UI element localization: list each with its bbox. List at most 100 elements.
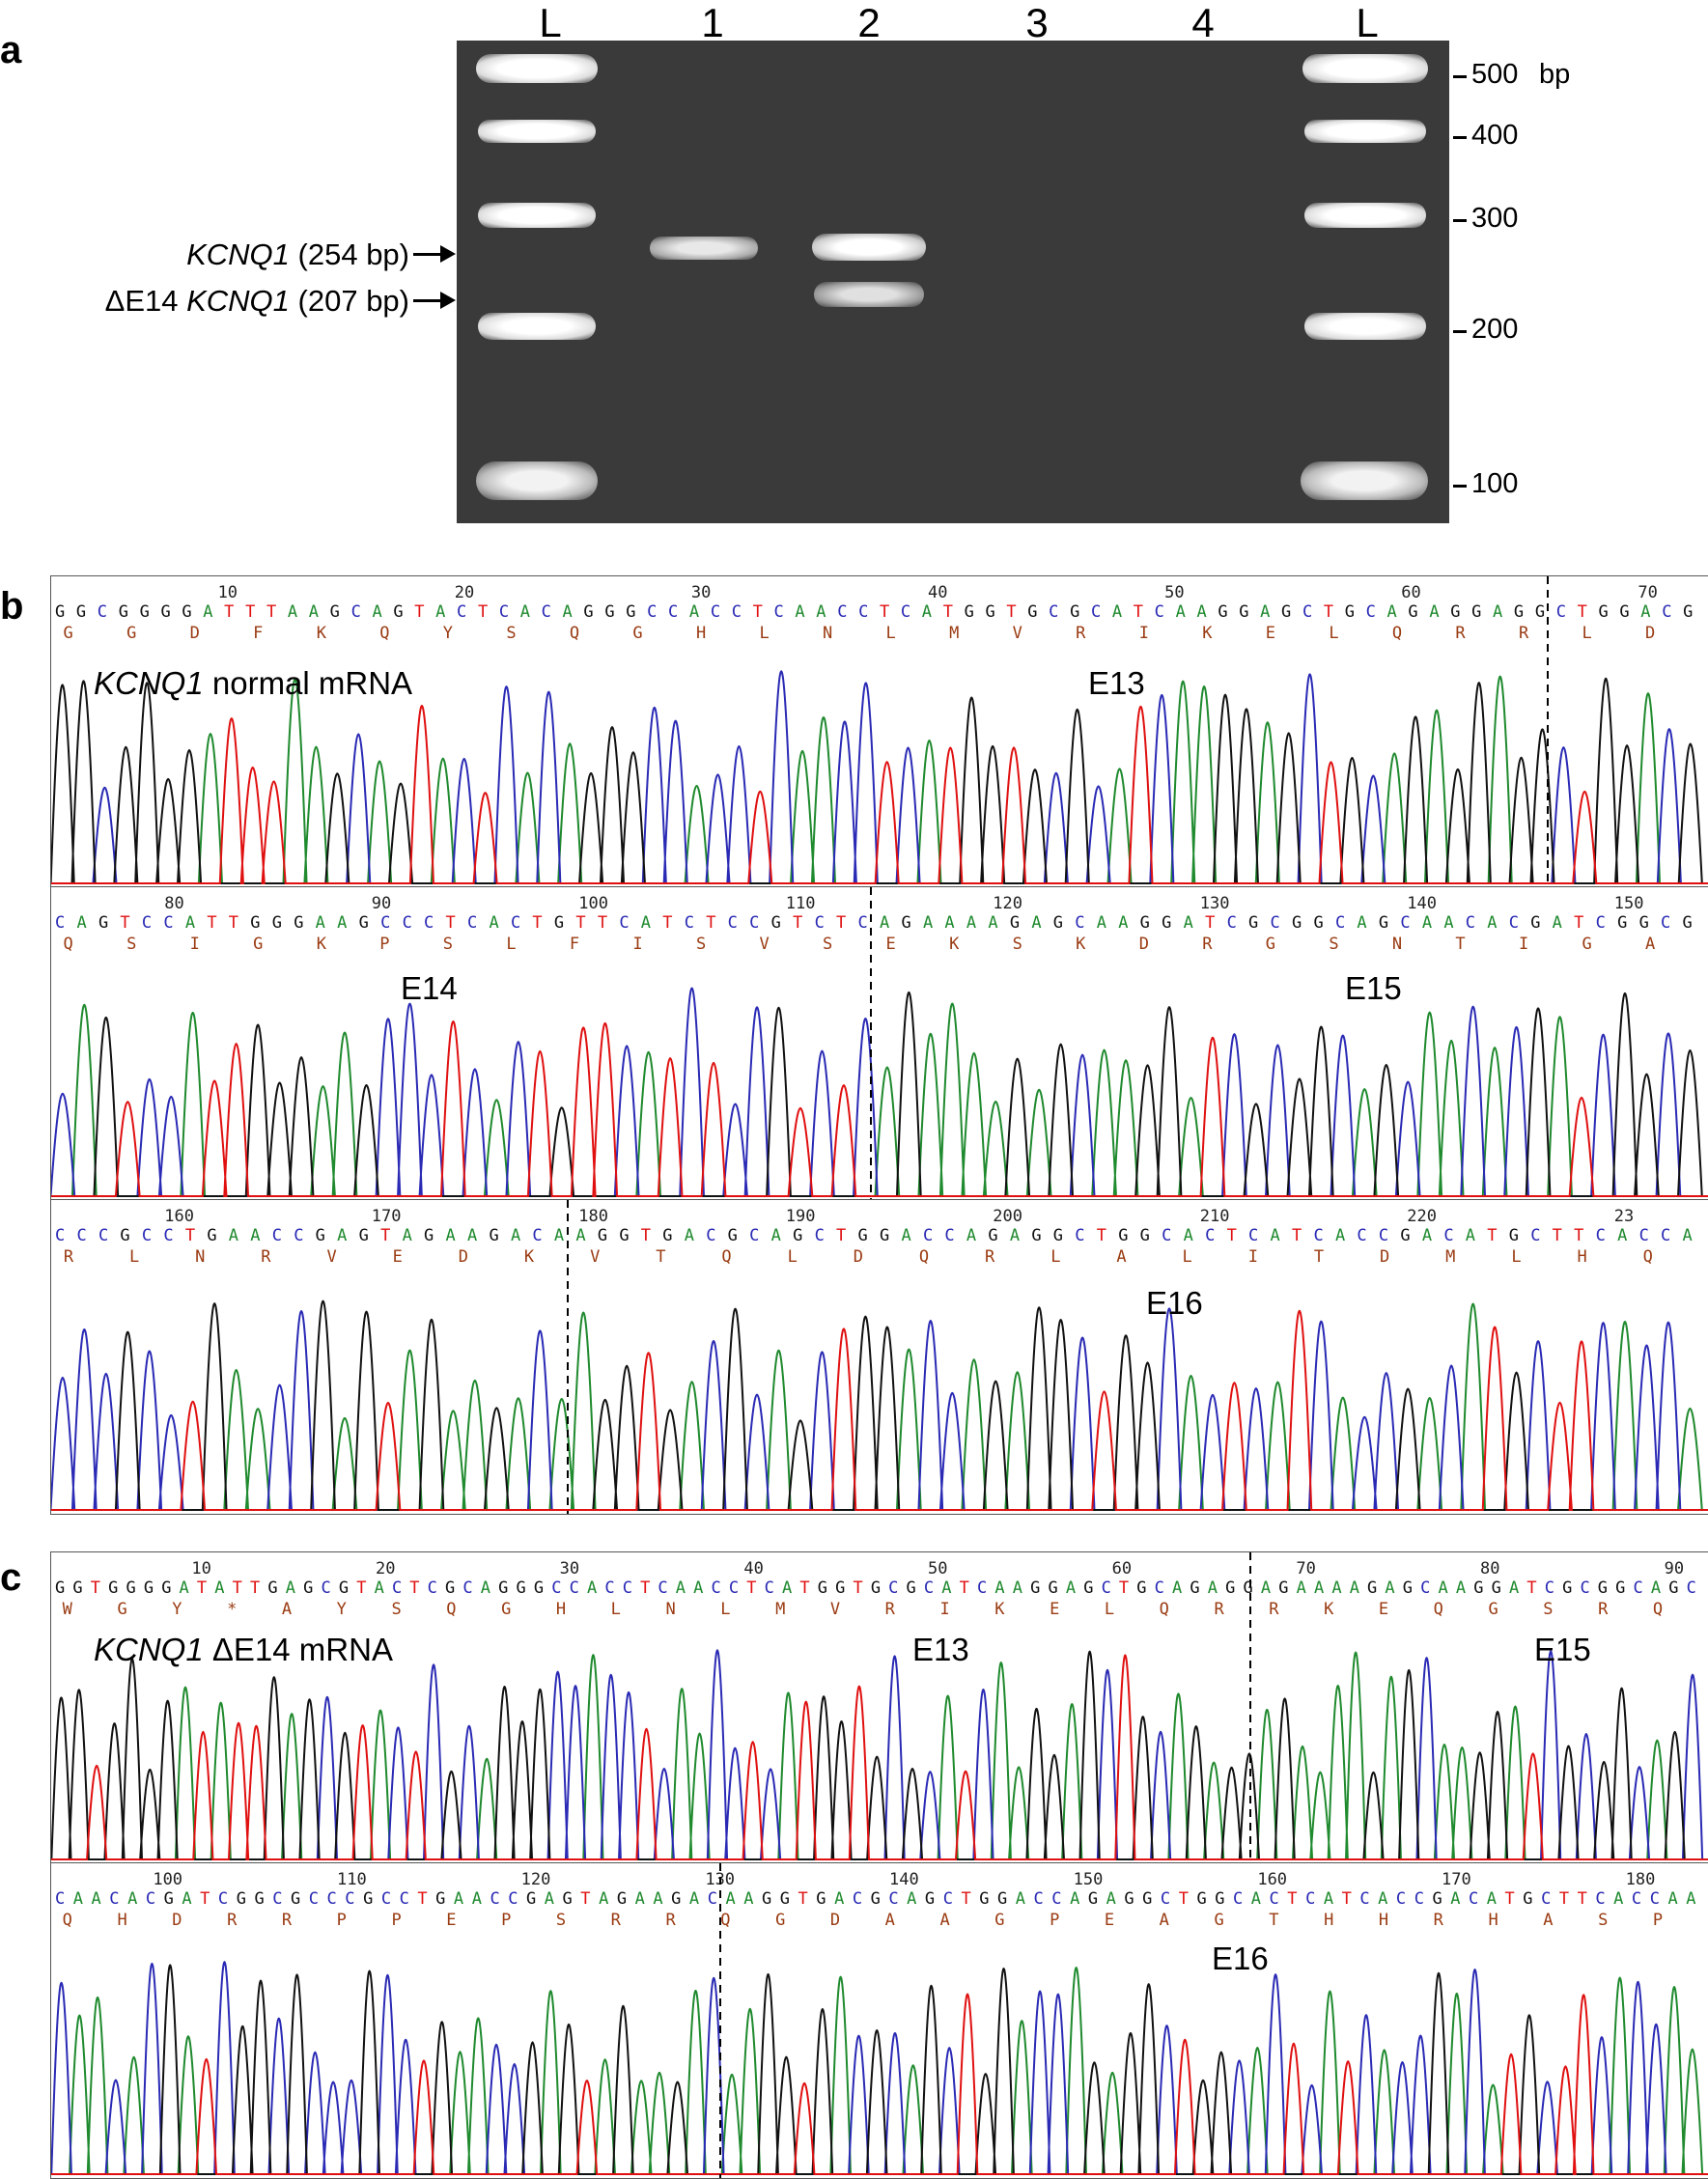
base-call: A (180, 1578, 189, 1598)
amino-acid: S (391, 1600, 401, 1619)
base-call: C (392, 1578, 402, 1598)
base-call: G (76, 602, 86, 622)
base-call: G (359, 1226, 369, 1245)
base-call: C (647, 602, 657, 622)
chromatogram-b-row-2: 80 90 100 110 120 130 140 150 C A G T C C A T T G G G A A G C C C… (50, 886, 1708, 1201)
trace-c (51, 1649, 1708, 1860)
base-call: T (1097, 1226, 1106, 1245)
base-position-tick: 110 (786, 894, 816, 913)
chromatogram-c-row-2: 100110120130140150160170180CAACACGATCGGC… (50, 1862, 1708, 2179)
base-call: G (871, 1578, 881, 1598)
base-call: C (508, 1889, 518, 1909)
amino-acid: K (317, 935, 327, 954)
base-call: C (1662, 602, 1671, 622)
base-call: A (92, 1889, 101, 1909)
base-call: G (254, 1889, 264, 1909)
amino-acid: N (1392, 935, 1402, 954)
amino-acid: L (506, 935, 516, 954)
base-call: A (901, 1226, 910, 1245)
base-call: A (76, 913, 86, 933)
base-call: G (1048, 1578, 1057, 1598)
base-call: C (511, 913, 520, 933)
base-call: A (1184, 913, 1193, 933)
ladder-band-300-right (1304, 203, 1426, 228)
base-call: A (1450, 1889, 1460, 1909)
base-position-tick: 100 (578, 894, 608, 913)
base-call: A (511, 1226, 520, 1245)
ladder-band-200-right (1304, 313, 1426, 340)
base-call: G (1248, 913, 1258, 933)
size-unit-label: bp (1539, 59, 1571, 90)
amino-acid: R (282, 1911, 293, 1930)
base-call: G (303, 1578, 313, 1598)
base-call: C (1359, 1889, 1369, 1909)
base-call: C (109, 1889, 119, 1909)
base-call: T (409, 1578, 419, 1598)
base-position-tick: 140 (889, 1870, 919, 1889)
base-call: A (563, 602, 573, 622)
base-call: C (551, 1578, 561, 1598)
amino-acid: V (326, 1247, 336, 1267)
base-call: C (888, 1889, 898, 1909)
base-call: G (1400, 1226, 1410, 1245)
base-call: C (1162, 1226, 1171, 1245)
base-call: C (380, 913, 390, 933)
base-call: G (1403, 1578, 1413, 1598)
base-call: C (1545, 1578, 1554, 1598)
amino-acid: I (190, 935, 200, 954)
base-call: G (359, 913, 369, 933)
base-call: A (743, 1889, 753, 1909)
size-tick-100 (1453, 485, 1467, 488)
base-call: C (729, 1578, 739, 1598)
base-call: G (140, 602, 150, 622)
amino-acid: G (253, 935, 263, 954)
chromatogram-trace: 100110120130140150160170180CAACACGATCGGC… (51, 1863, 1708, 2178)
base-call: A (635, 1889, 645, 1909)
base-call: A (922, 602, 932, 622)
base-call: T (1134, 602, 1143, 622)
base-call: T (207, 913, 216, 933)
base-call: T (853, 1578, 862, 1598)
base-call: C (712, 1578, 721, 1598)
amino-acid: L (1329, 624, 1338, 643)
exon-label-e15-normal: E15 (1345, 970, 1402, 1006)
base-call: C (55, 1889, 65, 1909)
base-call: A (944, 913, 954, 933)
base-call: T (1559, 1889, 1569, 1909)
trace-t (51, 1654, 1708, 1860)
base-call: C (146, 1889, 155, 1909)
base-call: G (1509, 1226, 1519, 1245)
base-call: C (1379, 1226, 1388, 1245)
amino-acid: K (524, 1247, 535, 1267)
base-position-tick: 40 (928, 583, 947, 602)
base-call: G (671, 1889, 681, 1909)
base-call: G (1190, 1578, 1199, 1598)
ladder-band-400-left (478, 120, 596, 143)
amino-acid: D (1139, 935, 1149, 954)
amino-acid: R (1455, 624, 1466, 643)
base-call: G (55, 1578, 65, 1598)
amino-acid: R (1214, 1600, 1224, 1619)
base-call: C (542, 602, 551, 622)
base-call: G (1292, 913, 1302, 933)
base-call: G (316, 1226, 325, 1245)
base-call: C (1632, 1889, 1641, 1909)
base-call: T (200, 1889, 210, 1909)
base-position-tick: 100 (153, 1870, 182, 1889)
base-call: G (126, 1578, 135, 1598)
size-label-300: 300 (1471, 203, 1519, 234)
base-call: G (1027, 602, 1037, 622)
base-call: C (1302, 602, 1312, 622)
base-call: G (108, 1578, 118, 1598)
base-call: T (961, 1889, 970, 1909)
base-position-tick: 80 (164, 894, 183, 913)
base-call: T (1006, 602, 1016, 622)
amino-acid: E (1379, 1600, 1388, 1619)
base-position-tick: 60 (1112, 1559, 1132, 1578)
base-call: T (1505, 1889, 1515, 1909)
base-call: C (774, 602, 784, 622)
amino-acid: M (949, 624, 959, 643)
base-call: G (1408, 602, 1417, 622)
base-call: G (534, 1578, 544, 1598)
trace-t (51, 1020, 1708, 1197)
